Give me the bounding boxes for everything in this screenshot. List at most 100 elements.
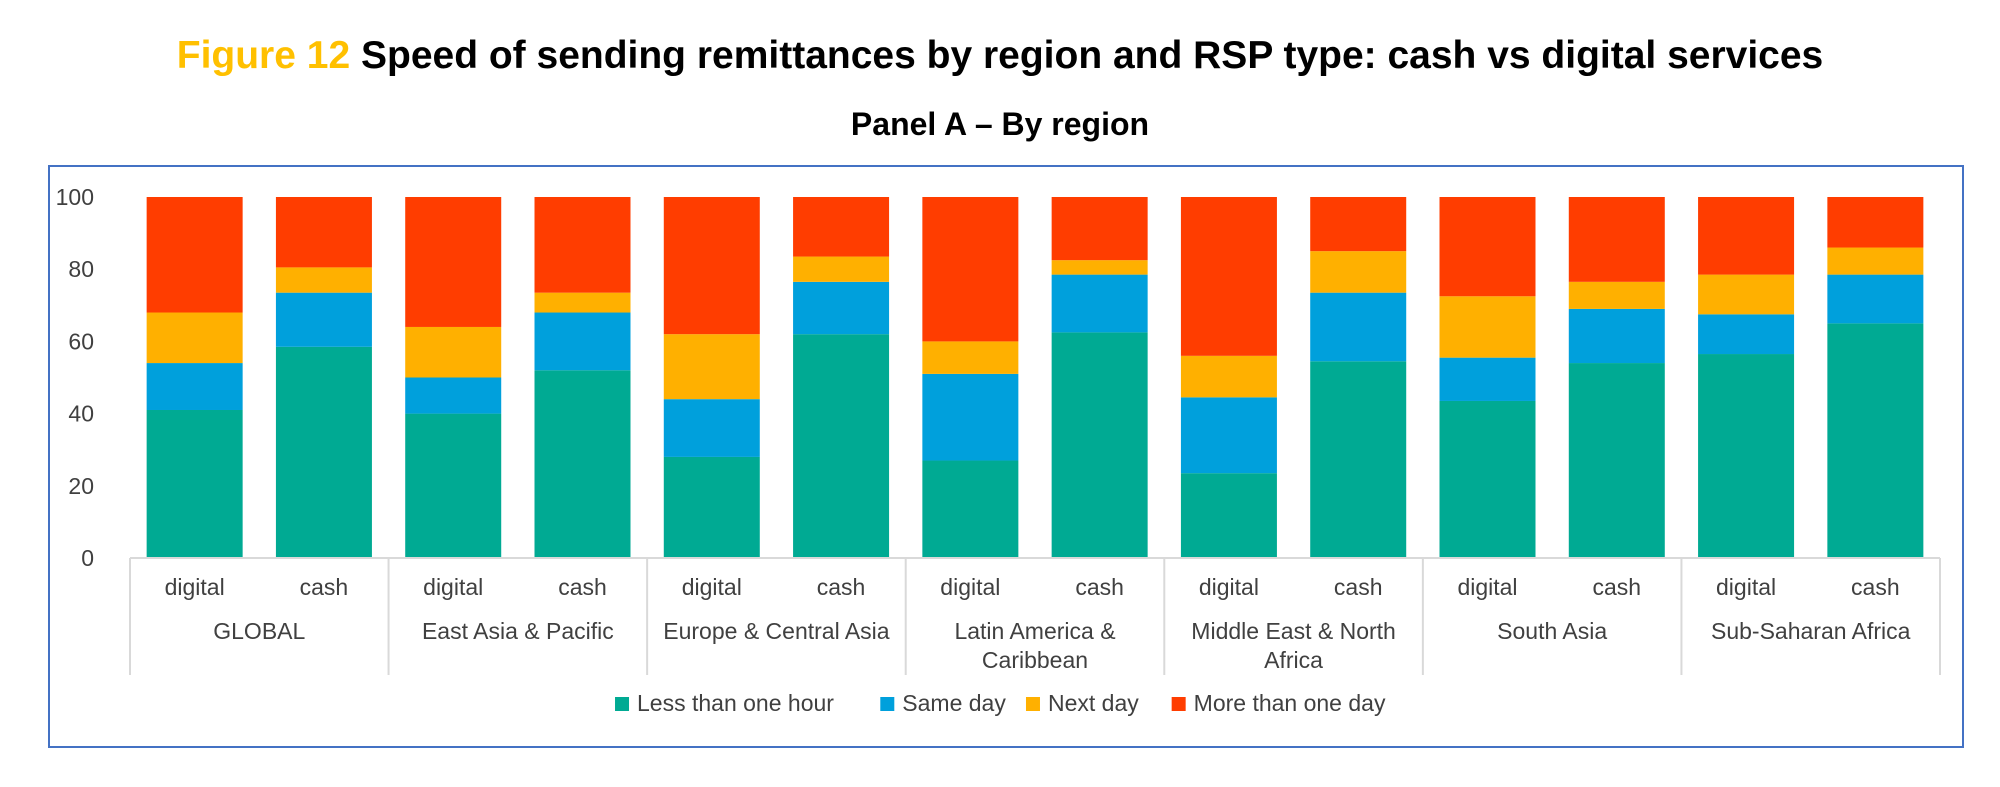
bar-segment-more-than-one-day xyxy=(1568,197,1665,282)
figure-title-text: Speed of sending remittances by region a… xyxy=(360,34,1824,77)
bar-segment-more-than-one-day xyxy=(275,197,372,268)
bar-category-label: cash xyxy=(1075,574,1124,600)
bar-segment-same-day xyxy=(405,377,502,414)
bar-segment-less-than-one-hour xyxy=(1180,473,1277,558)
bar-segment-same-day xyxy=(922,373,1019,461)
bar-segment-less-than-one-hour xyxy=(534,370,631,558)
bar-segment-same-day xyxy=(1051,274,1148,333)
bar-segment-same-day xyxy=(146,363,243,410)
bar-segment-more-than-one-day xyxy=(793,197,890,257)
bar-category-label: cash xyxy=(300,574,349,600)
bar-segment-next-day xyxy=(793,256,890,282)
bar-segment-more-than-one-day xyxy=(663,197,760,335)
bar-segment-next-day xyxy=(922,341,1019,374)
bar-segment-next-day xyxy=(1310,251,1407,293)
bar-segment-more-than-one-day xyxy=(1439,197,1536,297)
bar-segment-less-than-one-hour xyxy=(793,334,890,558)
bar-segment-more-than-one-day xyxy=(146,197,243,313)
bar-segment-more-than-one-day xyxy=(1827,197,1924,248)
bar-segment-next-day xyxy=(534,292,631,313)
y-axis: 0 20 40 60 80 100 xyxy=(56,184,94,571)
legend: Less than one hour Same day Next day More t… xyxy=(615,690,1386,716)
bar-segment-less-than-one-hour xyxy=(146,409,243,558)
y-tick-label: 80 xyxy=(68,256,94,282)
group-label: South Asia xyxy=(1497,618,1607,644)
bar-category-label: cash xyxy=(1592,574,1641,600)
legend-label: Same day xyxy=(902,690,1006,716)
legend-swatch xyxy=(615,697,630,711)
bar-segment-less-than-one-hour xyxy=(1698,354,1795,558)
bar-segment-same-day xyxy=(1698,314,1795,355)
y-tick-label: 100 xyxy=(56,184,94,210)
bar-segment-less-than-one-hour xyxy=(275,346,372,558)
bar-segment-same-day xyxy=(1310,292,1407,362)
group-label: Sub-Saharan Africa xyxy=(1711,618,1911,644)
x-axis: digital cash GLOBAL digital cash East Asia & … xyxy=(129,557,1941,675)
bar-segment-less-than-one-hour xyxy=(922,460,1019,558)
bar-segment-same-day xyxy=(275,292,372,347)
group-label: East Asia & Pacific xyxy=(422,618,614,644)
bar-segment-less-than-one-hour xyxy=(663,456,760,558)
group-label: Europe & Central Asia xyxy=(663,618,890,644)
bar-segment-next-day xyxy=(405,326,502,378)
bar-category-label: cash xyxy=(558,574,607,600)
bar-segment-more-than-one-day xyxy=(1698,197,1795,275)
group-label: Latin America & Caribbean xyxy=(954,618,1115,673)
bar-category-label: cash xyxy=(817,574,866,600)
bar-segment-next-day xyxy=(663,334,760,400)
bar-segment-more-than-one-day xyxy=(1310,197,1407,252)
bar-category-label: cash xyxy=(1851,574,1900,600)
bar-segment-less-than-one-hour xyxy=(1439,400,1536,558)
bar-segment-next-day xyxy=(275,267,372,293)
bar-category-label: cash xyxy=(1334,574,1383,600)
legend-label: Less than one hour xyxy=(637,690,834,716)
bar-category-label: digital xyxy=(1457,574,1517,600)
bar-segment-next-day xyxy=(1180,355,1277,398)
y-tick-label: 60 xyxy=(68,328,94,354)
y-tick-label: 20 xyxy=(68,473,94,499)
bar-category-label: digital xyxy=(940,574,1000,600)
bar-segment-same-day xyxy=(663,399,760,457)
bar-segment-next-day xyxy=(1051,260,1148,275)
bar-segment-more-than-one-day xyxy=(534,197,631,293)
bar-category-label: digital xyxy=(1199,574,1259,600)
y-tick-label: 0 xyxy=(81,545,94,571)
bar-segment-more-than-one-day xyxy=(1051,197,1148,261)
bar-segment-more-than-one-day xyxy=(922,197,1019,342)
group-label: GLOBAL xyxy=(213,618,305,644)
bar-segment-next-day xyxy=(1439,296,1536,358)
legend-swatch xyxy=(1171,697,1186,711)
bar-category-label: digital xyxy=(1716,574,1776,600)
bar-segment-same-day xyxy=(1827,274,1924,324)
bar-category-label: digital xyxy=(423,574,483,600)
bars xyxy=(146,197,1924,558)
y-tick-label: 40 xyxy=(68,401,94,427)
bar-segment-less-than-one-hour xyxy=(1051,332,1148,558)
stacked-bar-chart: 0 20 40 60 80 100 digital cash GLOBAL digital cas… xyxy=(56,184,1941,716)
group-label: Middle East & North Africa xyxy=(1191,618,1396,673)
bar-segment-next-day xyxy=(1827,247,1924,275)
bar-segment-same-day xyxy=(1439,357,1536,401)
bar-segment-less-than-one-hour xyxy=(405,413,502,558)
bar-segment-less-than-one-hour xyxy=(1568,363,1665,558)
bar-segment-next-day xyxy=(146,312,243,364)
bar-segment-next-day xyxy=(1568,281,1665,309)
chart-frame: 0 20 40 60 80 100 digital cash GLOBAL digital cas… xyxy=(48,165,1964,748)
legend-swatch xyxy=(1025,697,1040,711)
bar-category-label: digital xyxy=(682,574,742,600)
bar-segment-same-day xyxy=(793,281,890,335)
bar-segment-less-than-one-hour xyxy=(1310,361,1407,558)
bar-segment-more-than-one-day xyxy=(405,197,502,327)
bar-segment-less-than-one-hour xyxy=(1827,323,1924,558)
legend-label: Next day xyxy=(1048,690,1139,716)
figure-number: Figure 12 xyxy=(176,34,351,77)
bar-segment-same-day xyxy=(534,312,631,371)
panel-title: Panel A – By region xyxy=(850,106,1150,142)
figure-title: Figure 12 Speed of sending remittances b… xyxy=(0,34,2000,78)
legend-label: More than one day xyxy=(1194,690,1386,716)
bar-segment-same-day xyxy=(1568,308,1665,364)
bar-category-label: digital xyxy=(165,574,225,600)
legend-swatch xyxy=(880,697,895,711)
bar-segment-same-day xyxy=(1180,397,1277,474)
bar-segment-more-than-one-day xyxy=(1180,197,1277,356)
